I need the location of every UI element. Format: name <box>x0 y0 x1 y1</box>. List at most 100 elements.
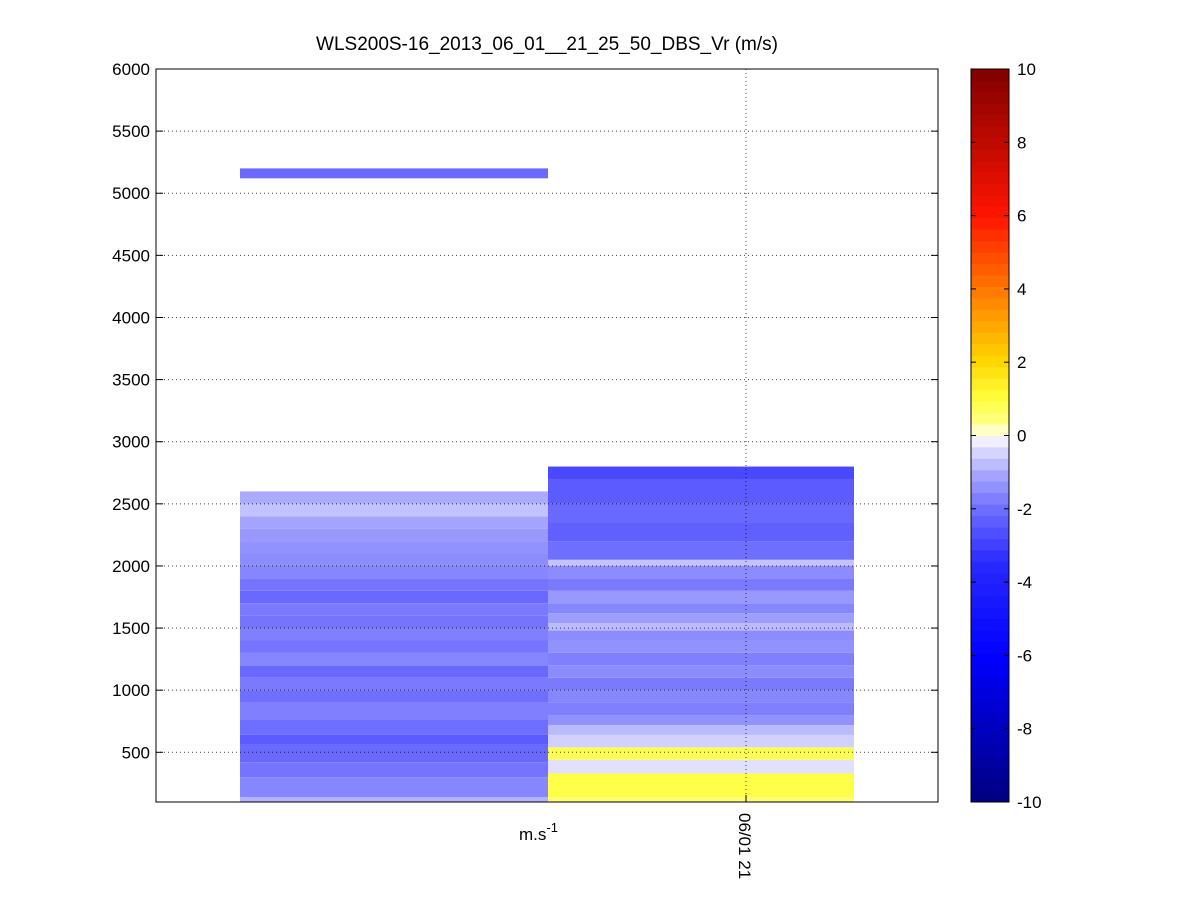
colorbar-segment <box>971 320 1009 333</box>
y-tick-label: 5500 <box>112 122 150 141</box>
column-1-band-1 <box>240 797 548 802</box>
column-2-band-10 <box>548 665 854 678</box>
colorbar: -10 -8 -6 -4 -2 0 2 4 6 8 10 <box>970 60 1042 812</box>
colorbar-segment <box>971 710 1009 723</box>
colorbar-segment <box>971 263 1009 276</box>
x-tick-label-unit-exponent: -1 <box>546 820 558 835</box>
colorbar-segment <box>971 618 1009 631</box>
colorbar-segment <box>971 584 1009 597</box>
colorbar-segment <box>971 91 1009 104</box>
colorbar-segment <box>971 733 1009 746</box>
colorbar-tick-label: 2 <box>1017 353 1026 372</box>
colorbar-segment <box>971 194 1009 207</box>
colorbar-segment <box>971 698 1009 711</box>
colorbar-segment <box>971 149 1009 162</box>
colorbar-segment <box>971 721 1009 734</box>
colorbar-segment <box>971 137 1009 150</box>
column-2-band-1 <box>548 773 854 798</box>
column-2-band-3 <box>548 747 854 760</box>
colorbar-segment <box>971 355 1009 368</box>
colorbar-segment <box>971 206 1009 219</box>
colorbar-segment <box>971 572 1009 585</box>
colorbar-segment <box>971 275 1009 288</box>
column-1-band-17 <box>240 578 548 591</box>
column-1-band-23 <box>240 503 548 517</box>
colorbar-segment <box>971 630 1009 643</box>
colorbar-segment <box>971 69 1009 81</box>
column-1-band-20 <box>240 541 548 554</box>
colorbar-tick-label: -8 <box>1017 720 1032 739</box>
colorbar-segment <box>971 286 1009 299</box>
colorbar-segment <box>971 607 1009 620</box>
colorbar-segment <box>971 401 1009 413</box>
column-2-band-13 <box>548 630 854 641</box>
column-2-band-23 <box>548 503 854 523</box>
column-1-band-19 <box>240 553 548 566</box>
colorbar-tick-label: 6 <box>1017 207 1026 226</box>
colorbar-segment <box>971 744 1009 757</box>
chart-title: WLS200S-16_2013_06_01__21_25_50_DBS_Vr (… <box>316 34 778 55</box>
colorbar-segment <box>971 676 1009 688</box>
column-1-band-13 <box>240 628 548 641</box>
colorbar-tick-label: 4 <box>1017 280 1026 299</box>
y-tick-label: 6000 <box>112 60 150 79</box>
colorbar-segment <box>971 366 1009 379</box>
colorbar-segment <box>971 435 1009 448</box>
column-2-band-16 <box>548 603 854 614</box>
colorbar-segment <box>971 504 1009 517</box>
column-2-band-19 <box>548 565 854 579</box>
y-tick-label: 5000 <box>112 184 150 203</box>
column-2-band-11 <box>548 652 854 666</box>
colorbar-tick-label: 8 <box>1017 133 1026 152</box>
x-tick-label-unit: m.s-1 <box>519 820 558 844</box>
column-1-band-8 <box>240 690 548 703</box>
colorbar-segment <box>971 550 1009 562</box>
colorbar-segment <box>971 664 1009 677</box>
colorbar-segment <box>971 538 1009 551</box>
column-2-band-15 <box>548 613 854 624</box>
colorbar-tick-label: 0 <box>1017 427 1026 446</box>
colorbar-segment <box>971 653 1009 665</box>
colorbar-segment <box>971 309 1009 322</box>
colorbar-segment <box>971 595 1009 608</box>
column-1-band-22 <box>240 516 548 529</box>
column-2-band-21 <box>548 541 854 560</box>
colorbar-segment <box>971 641 1009 654</box>
y-tick-label: 3000 <box>112 433 150 452</box>
column-1-band-11 <box>240 652 548 666</box>
y-tick-label: 4000 <box>112 308 150 327</box>
column-1-band-14 <box>240 615 548 629</box>
colorbar-segment <box>971 756 1009 769</box>
colorbar-segment <box>971 80 1009 93</box>
column-2-band-7 <box>548 702 854 716</box>
colorbar-segment <box>971 424 1009 436</box>
colorbar-segment <box>971 298 1009 310</box>
column-2-band-24 <box>548 478 854 504</box>
column-1-band-6 <box>240 720 548 735</box>
colorbar-segment <box>971 389 1009 402</box>
y-tick-label: 1000 <box>112 681 150 700</box>
column-1-band-21 <box>240 528 548 542</box>
column-2-band-20 <box>548 559 854 566</box>
colorbar-segment <box>971 103 1009 116</box>
colorbar-tick-label: 10 <box>1017 60 1036 79</box>
colorbar-segment <box>971 515 1009 528</box>
colorbar-segment <box>971 412 1009 425</box>
colorbar-segment <box>971 126 1009 139</box>
column-1-band-12 <box>240 640 548 653</box>
column-2-band-25 <box>548 466 854 479</box>
column-2-band-8 <box>548 690 854 703</box>
column-1-band-18 <box>240 565 548 579</box>
colorbar-segment <box>971 687 1009 700</box>
plot-area-frame <box>155 68 939 803</box>
colorbar-segment <box>971 183 1009 196</box>
column-2-band-5 <box>548 724 854 735</box>
colorbar-segment <box>971 378 1009 391</box>
y-tick-label: 2000 <box>112 557 150 576</box>
y-tick-label: 500 <box>122 743 150 762</box>
column-2-band-12 <box>548 640 854 653</box>
column-2-band-4 <box>548 734 854 748</box>
y-axis: 500 1000 1500 2000 2500 3000 3500 4000 4500 5000 5… <box>112 60 938 762</box>
colorbar-tick-label: -10 <box>1017 793 1042 812</box>
colorbar-segment <box>971 240 1009 253</box>
